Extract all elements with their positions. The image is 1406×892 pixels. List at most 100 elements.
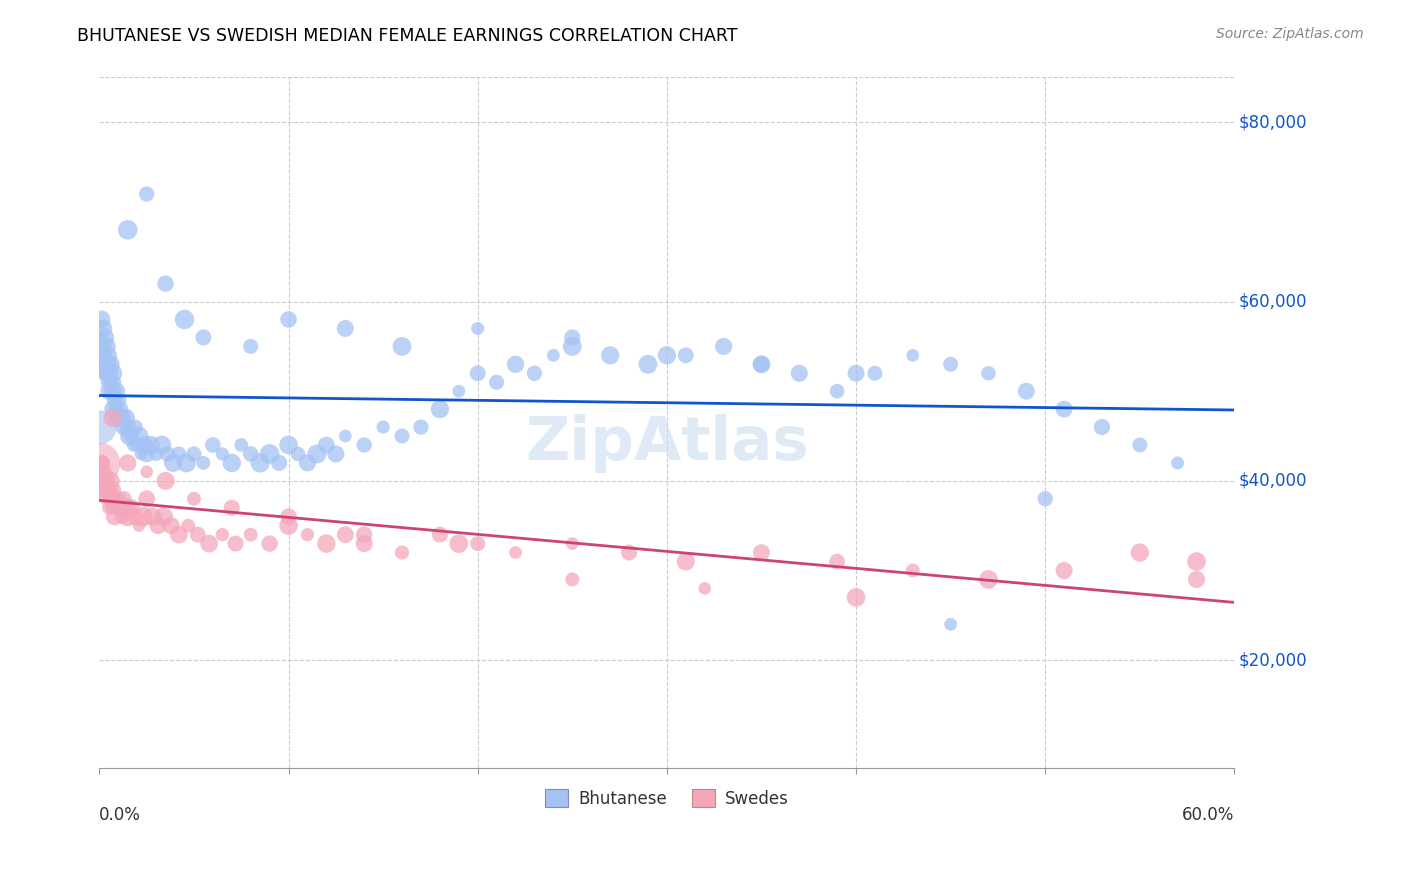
Point (409, 420, 432, 434)
Point (543, 348, 565, 362)
Point (751, 357, 773, 371)
Point (335, 321, 357, 335)
Point (353, 527, 375, 541)
Point (103, 393, 125, 408)
Point (297, 527, 319, 541)
Point (391, 429, 413, 443)
Point (101, 366, 124, 380)
Point (152, 509, 174, 524)
Point (353, 536, 375, 550)
Point (177, 518, 200, 533)
Point (101, 384, 124, 399)
Point (675, 555, 697, 569)
Point (335, 527, 357, 541)
Point (105, 500, 128, 515)
Point (90, 348, 112, 362)
Point (90, 312, 112, 326)
Point (391, 339, 413, 353)
Point (231, 438, 253, 452)
Point (94, 366, 117, 380)
Point (94, 348, 117, 362)
Point (1033, 491, 1056, 506)
Point (107, 411, 129, 425)
Point (103, 376, 125, 390)
Point (108, 402, 131, 417)
Point (561, 573, 583, 587)
Point (599, 348, 621, 362)
Point (617, 545, 640, 559)
Point (105, 384, 128, 399)
Point (1053, 402, 1076, 417)
Point (429, 402, 451, 417)
Point (91, 456, 114, 470)
Point (145, 447, 167, 461)
Point (267, 456, 290, 470)
Point (675, 348, 697, 362)
Point (94, 465, 117, 479)
Point (103, 491, 125, 506)
Point (121, 500, 143, 515)
Point (187, 527, 209, 541)
Point (305, 447, 328, 461)
Point (1167, 456, 1189, 470)
Point (901, 564, 924, 578)
Point (1053, 564, 1076, 578)
Point (221, 456, 243, 470)
Point (193, 330, 215, 344)
Point (135, 186, 157, 201)
Point (101, 402, 124, 417)
Text: $80,000: $80,000 (1239, 113, 1306, 131)
Point (96, 474, 118, 488)
Point (371, 420, 394, 434)
Point (167, 527, 190, 541)
Point (107, 491, 129, 506)
Point (115, 411, 138, 425)
Point (132, 509, 155, 524)
Point (467, 366, 489, 380)
Point (128, 429, 150, 443)
Point (505, 357, 527, 371)
Point (561, 330, 583, 344)
Point (94, 474, 117, 488)
Point (391, 545, 413, 559)
Point (277, 518, 299, 533)
Point (198, 536, 221, 550)
Point (101, 500, 124, 515)
Point (97, 348, 120, 362)
Point (693, 582, 716, 596)
Point (239, 339, 262, 353)
Point (249, 456, 271, 470)
Point (325, 447, 347, 461)
Point (117, 420, 139, 434)
Point (239, 447, 262, 461)
Point (135, 465, 157, 479)
Point (90, 465, 112, 479)
Point (467, 321, 489, 335)
Point (91, 474, 114, 488)
Point (162, 456, 184, 470)
Point (135, 491, 157, 506)
Point (124, 509, 146, 524)
Legend: Bhutanese, Swedes: Bhutanese, Swedes (538, 782, 796, 814)
Point (107, 393, 129, 408)
Point (183, 491, 205, 506)
Point (90, 474, 112, 488)
Text: $20,000: $20,000 (1239, 651, 1306, 669)
Point (112, 491, 135, 506)
Point (825, 555, 848, 569)
Point (561, 536, 583, 550)
Point (845, 591, 868, 605)
Point (353, 438, 375, 452)
Point (297, 456, 319, 470)
Point (1185, 555, 1208, 569)
Point (655, 348, 678, 362)
Text: $60,000: $60,000 (1239, 293, 1306, 310)
Point (150, 438, 173, 452)
Point (141, 509, 163, 524)
Point (287, 447, 309, 461)
Point (239, 527, 262, 541)
Point (115, 500, 138, 515)
Point (91, 321, 114, 335)
Point (134, 438, 156, 452)
Point (139, 438, 162, 452)
